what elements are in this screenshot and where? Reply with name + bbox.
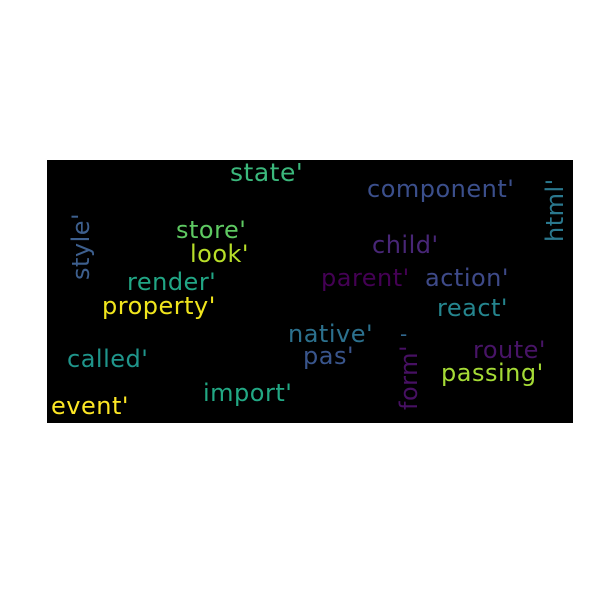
word-passing: passing': [441, 359, 544, 387]
word-import: import': [203, 379, 293, 407]
word-react: react': [437, 294, 509, 322]
word-route: route': [473, 336, 547, 364]
word-native: native': [288, 320, 374, 348]
word-style: style': [67, 212, 95, 280]
word-dash: -: [400, 322, 408, 346]
word-event: event': [51, 392, 129, 420]
word-called: called': [67, 345, 149, 373]
word-action: action': [425, 264, 509, 292]
word-pas: pas': [303, 342, 355, 370]
word-look: look': [190, 240, 250, 268]
word-component: component': [367, 175, 515, 203]
word-parent: parent': [321, 264, 410, 292]
word-html: html': [541, 178, 569, 242]
word-form: form': [395, 344, 423, 410]
word-render: render': [127, 268, 217, 296]
word-state: state': [230, 160, 304, 187]
word-cloud: state' component' html' style' store' lo…: [47, 160, 573, 423]
word-store: store': [176, 216, 247, 244]
word-child: child': [372, 231, 439, 259]
word-property: property': [102, 292, 216, 320]
